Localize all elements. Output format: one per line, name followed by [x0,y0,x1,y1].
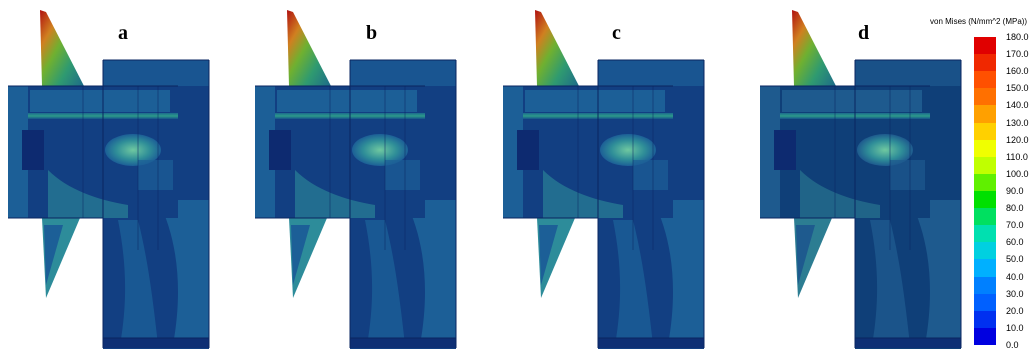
legend-tick-label: 10.0 [1006,322,1024,333]
panel-label-d: d [858,22,870,44]
panel-label-c: c [612,22,621,44]
stress-legend: von Mises (N/mm^2 (MPa)) 180.0 170.0 160.0… [930,0,1032,350]
stress-plot-panel-a [8,0,254,349]
legend-color-segment [974,225,996,243]
stress-contour-graphic [760,10,962,349]
legend-color-segment [974,327,996,345]
legend-tick-label: 180.0 [1006,32,1029,42]
panel-label-a: a [118,22,128,44]
legend-tick-label: 70.0 [1006,220,1024,231]
legend-color-segment [974,190,996,209]
legend-tick-label: 90.0 [1006,186,1024,196]
stress-plot-panel-d [760,0,1006,349]
stress-plot-panel-c [503,0,749,349]
legend-tick-label: 140.0 [1006,100,1029,111]
legend-color-segment [974,54,996,72]
legend-color-segment [974,156,996,174]
legend-tick-label: 170.0 [1006,49,1029,60]
panel-label-b: b [366,22,378,44]
legend-color-segment [974,88,996,106]
legend-tick-label: 80.0 [1006,203,1024,214]
legend-tick-label: 60.0 [1006,237,1024,248]
stress-contour-graphic [503,10,705,349]
legend-tick-label: 20.0 [1006,305,1024,316]
legend-color-segment [974,310,996,328]
stress-plot-panel-b [255,0,501,349]
legend-tick-label: 160.0 [1006,66,1029,77]
legend-tick-label: 40.0 [1006,271,1024,282]
stress-contour-graphic [8,10,210,349]
legend-tick-label: 150.0 [1006,83,1029,94]
legend-tick-label: 30.0 [1006,288,1024,299]
legend-color-segment [974,139,996,157]
legend-color-segment [974,276,996,294]
legend-tick-label: 0.0 [1006,340,1019,350]
legend-color-segment [974,259,996,277]
legend-tick-label: 120.0 [1006,134,1029,145]
legend-color-bar [974,37,996,345]
legend-color-segment [974,293,996,311]
legend-tick-label: 50.0 [1006,254,1024,265]
legend-color-segment [974,122,996,140]
legend-color-segment [974,173,996,191]
legend-tick-label: 130.0 [1006,117,1029,128]
legend-title: von Mises (N/mm^2 (MPa)) [930,17,1028,26]
legend-color-segment [974,242,996,260]
legend-color-segment [974,105,996,123]
legend-color-segment [974,37,996,55]
stress-contour-graphic [255,10,457,349]
legend-tick-label: 110.0 [1006,151,1028,162]
legend-color-segment [974,208,996,226]
legend-tick-label: 100.0 [1006,168,1029,179]
legend-color-segment [974,71,996,89]
